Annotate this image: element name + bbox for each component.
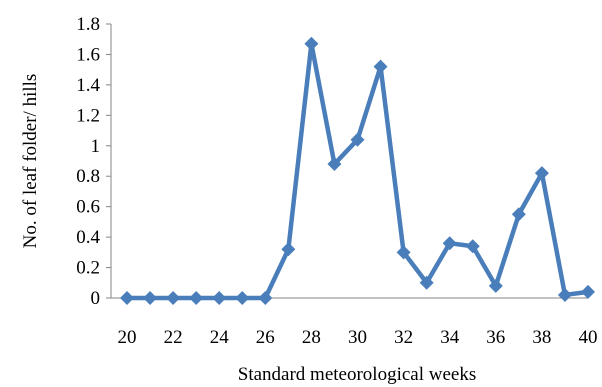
- y-tick-label: 1.2: [76, 105, 100, 126]
- data-point-marker: [304, 36, 319, 51]
- x-tick-label: 22: [164, 327, 183, 348]
- x-tick-label: 20: [118, 327, 137, 348]
- data-point-marker: [373, 59, 388, 74]
- x-tick-label: 32: [394, 327, 413, 348]
- data-point-marker: [143, 291, 158, 305]
- x-tick-label: 34: [440, 327, 460, 348]
- y-tick-label: 1: [91, 136, 101, 157]
- data-point-marker: [258, 291, 273, 305]
- x-tick-label: 40: [579, 327, 598, 348]
- y-tick-label: 1.4: [76, 75, 100, 96]
- data-point-marker: [281, 242, 296, 257]
- data-point-marker: [534, 166, 549, 181]
- x-tick-label: 28: [302, 327, 321, 348]
- data-point-marker: [212, 291, 227, 305]
- data-point-marker: [488, 278, 503, 293]
- data-point-marker: [419, 275, 434, 290]
- y-tick-label: 0.4: [76, 227, 100, 248]
- x-tick-label: 38: [532, 327, 551, 348]
- data-point-marker: [442, 236, 457, 251]
- y-tick-label: 1.6: [76, 44, 100, 65]
- data-point-marker: [189, 291, 204, 305]
- data-point-marker: [557, 287, 572, 302]
- data-point-marker: [581, 284, 595, 299]
- y-tick-label: 0.2: [76, 258, 100, 279]
- x-axis-title: Standard meteorological weeks: [238, 364, 476, 385]
- x-tick-label: 30: [348, 327, 367, 348]
- data-point-marker: [465, 239, 480, 254]
- data-point-marker: [511, 207, 526, 222]
- data-point-marker: [120, 291, 134, 305]
- y-tick-label: 0: [91, 288, 101, 309]
- y-axis-title: No. of leaf folder/ hills: [20, 74, 41, 249]
- y-tick-label: 0.8: [76, 166, 100, 187]
- x-tick-label: 36: [486, 327, 505, 348]
- series-layer: [120, 36, 595, 305]
- x-axis: 20 22 24 26 28 30 32 34 36 38 40: [111, 297, 598, 348]
- data-point-marker: [350, 132, 365, 147]
- data-point-marker: [166, 291, 181, 305]
- x-tick-label: 24: [210, 327, 230, 348]
- x-tick-label: 26: [256, 327, 275, 348]
- y-axis: 0 0.2 0.4 0.6 0.8 1 1.2 1.4 1.6 1.8: [76, 14, 112, 309]
- y-tick-label: 0.6: [76, 197, 100, 218]
- data-point-marker: [327, 157, 342, 172]
- series-line: [127, 41, 589, 301]
- data-point-marker: [235, 291, 250, 305]
- y-tick-label: 1.8: [76, 14, 100, 35]
- data-point-marker: [396, 245, 411, 260]
